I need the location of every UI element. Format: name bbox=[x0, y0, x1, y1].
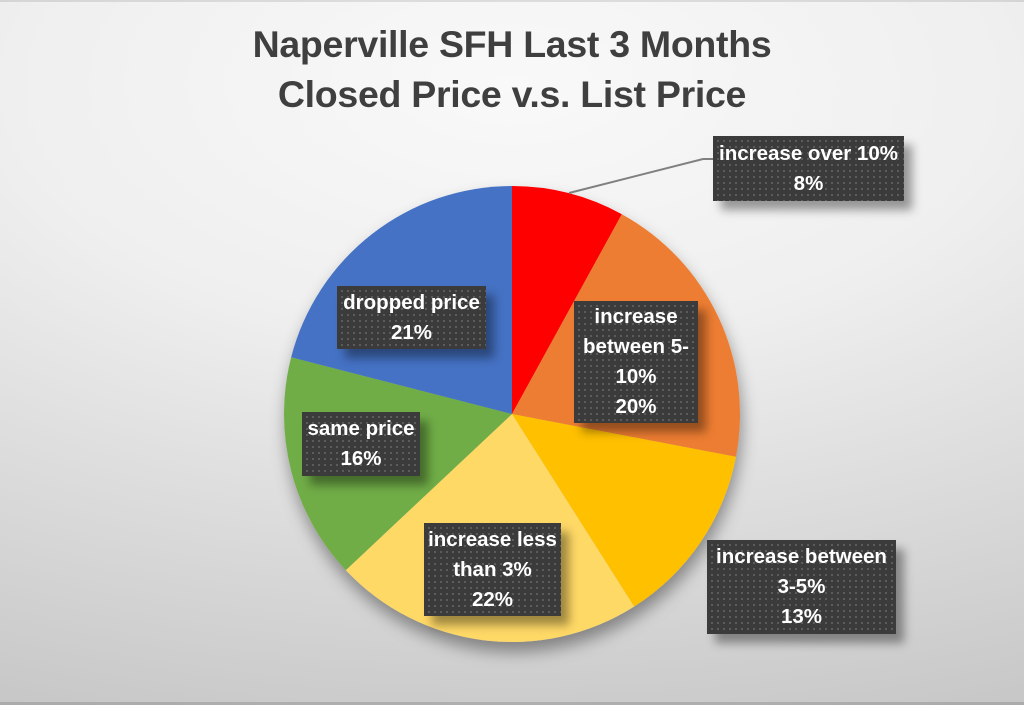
slide-bottom-edge bbox=[0, 702, 1024, 705]
callout-same-price: same price 16% bbox=[302, 412, 420, 476]
callout-label: 3-5% bbox=[777, 575, 826, 598]
callout-increase-between-3-5: increase between 3-5% 13% bbox=[707, 540, 896, 634]
callout-label: increase less bbox=[428, 527, 557, 551]
callout-increase-between-5-10: increase between 5- 10% 20% bbox=[574, 301, 698, 423]
callout-value: 20% bbox=[615, 395, 657, 418]
callout-label: dropped price bbox=[343, 290, 480, 314]
callout-label: than 3% bbox=[453, 557, 532, 581]
pie-slice-increase-between-3-5 bbox=[512, 414, 736, 607]
callout-label: increase bbox=[594, 305, 678, 328]
callout-label: between 5- bbox=[583, 335, 689, 358]
leader-line-increase-over-10 bbox=[568, 158, 714, 194]
callout-dropped-price: dropped price 21% bbox=[337, 286, 486, 349]
callout-increase-less-than-3: increase less than 3% 22% bbox=[424, 523, 561, 616]
callout-label: increase between bbox=[716, 545, 887, 568]
callout-value: 22% bbox=[471, 587, 514, 611]
callout-label: 10% bbox=[615, 365, 657, 388]
callout-increase-over-10: increase over 10% 8% bbox=[713, 136, 904, 201]
callout-value: 13% bbox=[780, 605, 823, 628]
callout-label: increase over 10% bbox=[719, 141, 898, 165]
callout-value: 8% bbox=[793, 171, 824, 195]
pie-slice-increase-over-10 bbox=[512, 186, 622, 414]
chart-title-line-1: Naperville SFH Last 3 Months bbox=[252, 23, 772, 65]
callout-label: same price bbox=[307, 417, 415, 440]
callout-value: 16% bbox=[340, 447, 382, 470]
slide-top-edge bbox=[0, 0, 1024, 2]
chart-title: Naperville SFH Last 3 Months Closed Pric… bbox=[0, 19, 1024, 119]
callout-value: 21% bbox=[390, 320, 433, 344]
chart-title-line-2: Closed Price v.s. List Price bbox=[277, 73, 747, 115]
